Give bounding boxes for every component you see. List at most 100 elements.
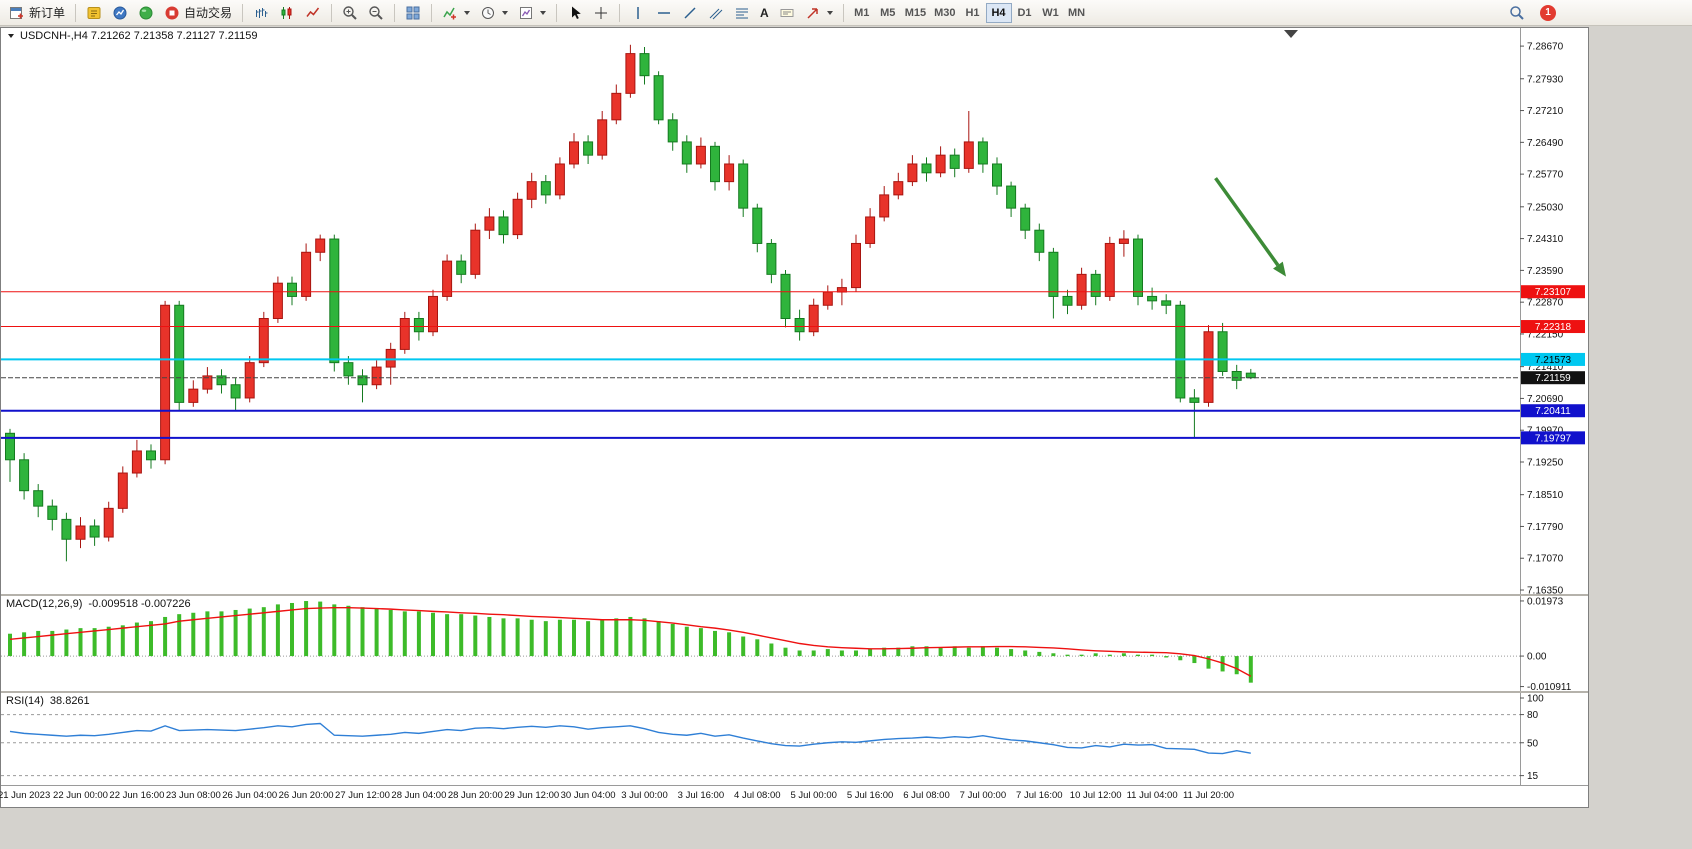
autotrading-button[interactable]: 自动交易 [159,2,237,24]
candle-body [1090,273,1101,297]
candlestick-chart-button[interactable] [274,2,300,24]
macd-histogram-bar [233,609,238,657]
macd-histogram-bar [1164,656,1169,658]
macd-histogram-bar [1234,656,1239,675]
macd-axis-label: -0.010911 [1527,682,1572,691]
arrows-tool-button[interactable] [800,2,838,24]
timeframe-h4-button[interactable]: H4 [985,2,1012,23]
annotation-arrow-head[interactable] [1273,261,1287,277]
macd-histogram-bar [614,618,619,657]
fibonacci-button[interactable] [729,2,755,24]
candle-body [1104,242,1115,297]
equidistant-channel-button[interactable] [703,2,729,24]
candle-body [710,145,720,183]
chart-shift-marker[interactable] [1284,30,1298,38]
candle-body [1006,185,1017,209]
timeframe-w1-button[interactable]: W1 [1038,3,1064,23]
periods-button[interactable] [475,2,513,24]
macd-histogram-bar [1009,649,1014,657]
candle-body [977,141,988,165]
candle-body [1076,273,1087,306]
notification-badge[interactable]: 1 [1540,4,1556,21]
macd-pane[interactable]: MACD(12,26,9) -0.009518 -0.007226 0.0197… [1,596,1588,693]
candle-body [131,450,142,474]
macd-histogram-bar [304,601,309,657]
macd-histogram-bar [445,614,450,657]
candle-body [5,432,15,461]
pane-splitter[interactable] [1,691,1588,693]
text-label-button[interactable] [774,2,800,24]
price-axis-label: 7.24310 [1527,234,1564,245]
search-button[interactable] [1504,2,1530,24]
price-tag-label: 7.23107 [1535,287,1572,298]
tile-windows-button[interactable] [400,2,426,24]
text-tool-button[interactable]: A [755,2,774,24]
macd-histogram-bar [473,615,478,657]
annotation-arrow-line[interactable] [1214,177,1280,267]
trendline-button[interactable] [677,2,703,24]
rsi-label: RSI(14) 38.8261 [6,695,90,707]
candle-body [808,304,819,333]
candle-body [963,141,974,169]
new-order-button[interactable]: 新订单 [4,2,70,24]
candle-body [230,384,241,399]
timeframe-m1-button[interactable]: M1 [849,3,875,23]
timeframe-m30-button[interactable]: M30 [930,3,959,23]
crosshair-icon [593,5,609,21]
cursor-button[interactable] [562,2,588,24]
timeframe-m5-button[interactable]: M5 [875,3,901,23]
templates-button[interactable] [513,2,551,24]
text-tool-icon: A [760,5,769,20]
macd-histogram-bar [1206,656,1211,669]
macd-canvas[interactable]: 0.01973 0.00 -0.010911 [1,596,1588,693]
zoom-in-button[interactable] [337,2,363,24]
metaeditor-button[interactable] [81,2,107,24]
timeframe-h1-button[interactable]: H1 [960,3,986,23]
price-axis-label: 7.23590 [1527,266,1564,277]
time-axis-label: 28 Jun 20:00 [447,790,503,801]
candle-body [1161,300,1172,306]
macd-histogram-bar [698,628,703,657]
timeframe-m15-button[interactable]: M15 [901,3,930,23]
pane-splitter[interactable] [1,594,1588,596]
new-order-icon [9,5,25,21]
vertical-line-button[interactable] [625,2,651,24]
timeframe-d1-button[interactable]: D1 [1012,3,1038,23]
horizontal-line-icon [656,5,672,21]
macd-histogram-bar [600,619,605,657]
navigator-button[interactable] [133,2,159,24]
candle-body [301,251,312,297]
rsi-canvas[interactable]: 100 80 50 15 [1,693,1588,785]
timeframe-mn-button[interactable]: MN [1064,3,1090,23]
time-axis-label: 26 Jun 04:00 [222,790,278,801]
macd-axis-label: 0.01973 [1527,596,1564,607]
time-axis-label: 21 Jun 2023 [0,790,51,801]
bar-chart-button[interactable] [248,2,274,24]
market-watch-button[interactable] [107,2,133,24]
price-chart-canvas[interactable]: 7.28670 7.27930 7.27210 7.26490 7.25770 7.250… [1,28,1588,597]
price-tag-label: 7.22318 [1535,322,1572,333]
time-axis[interactable]: 21 Jun 2023 22 Jun 00:00 22 Jun 16:00 23 Ju… [0,785,1588,807]
chart-window: USDCNH-,H4 7.21262 7.21358 7.21127 7.211… [0,27,1589,808]
macd-histogram-bar [656,621,661,657]
macd-histogram-bar [332,604,337,657]
time-axis-label: 23 Jun 08:00 [165,790,221,801]
chevron-down-icon [502,10,509,15]
line-chart-button[interactable] [300,2,326,24]
candle-body [681,141,692,165]
candle-body [343,362,354,377]
rsi-pane[interactable]: RSI(14) 38.8261 100 80 50 15 [1,693,1588,785]
macd-indicator-values: -0.009518 -0.007226 [88,598,191,610]
chart-menu-icon[interactable] [8,34,14,38]
rsi-axis-label: 80 [1527,710,1539,721]
candle-body [442,260,453,297]
macd-histogram-bar [684,626,689,657]
indicators-button[interactable] [437,2,475,24]
time-axis-label: 22 Jun 16:00 [109,790,165,801]
candle-body [1062,295,1073,306]
crosshair-button[interactable] [588,2,614,24]
zoom-out-button[interactable] [363,2,389,24]
horizontal-line-button[interactable] [651,2,677,24]
candle-body [752,207,763,244]
main-chart-pane[interactable]: USDCNH-,H4 7.21262 7.21358 7.21127 7.211… [1,28,1588,597]
